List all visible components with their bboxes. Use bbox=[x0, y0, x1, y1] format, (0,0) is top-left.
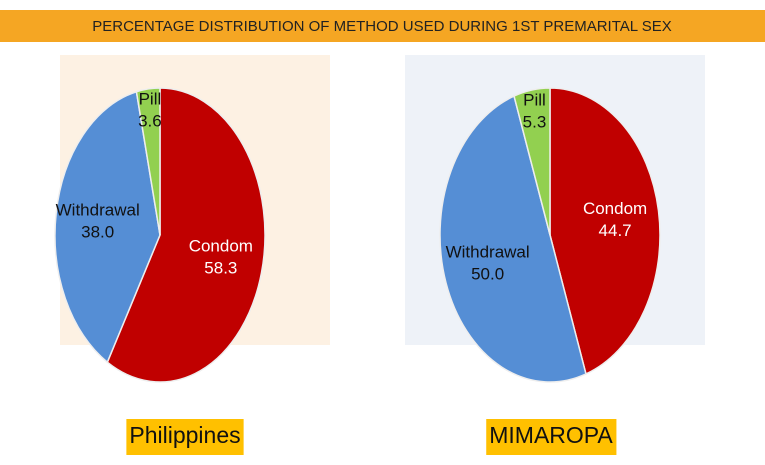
pie-title: Philippines bbox=[129, 422, 240, 448]
title: PERCENTAGE DISTRIBUTION OF METHOD USED D… bbox=[92, 18, 672, 35]
slice-label: Withdrawal bbox=[446, 242, 530, 261]
pie-title-box bbox=[486, 419, 617, 455]
pie-slice bbox=[439, 95, 587, 383]
pie-slice bbox=[513, 87, 551, 236]
slice-label: Pill bbox=[523, 90, 546, 109]
slice-label: Condom bbox=[583, 199, 647, 218]
slice-value: 38.0 bbox=[81, 222, 114, 241]
slice-value: 44.7 bbox=[599, 221, 632, 240]
pie-title-box bbox=[126, 419, 244, 455]
pie-slice bbox=[549, 87, 661, 375]
slice-value: 3.6 bbox=[138, 111, 162, 130]
slice-label: Pill bbox=[139, 89, 162, 108]
pie-slice bbox=[135, 87, 161, 236]
slice-value: 5.3 bbox=[523, 112, 547, 131]
slice-label: Withdrawal bbox=[56, 200, 140, 219]
pie-title: MIMAROPA bbox=[489, 422, 613, 448]
pie-slice bbox=[54, 90, 161, 364]
slice-value: 50.0 bbox=[471, 264, 504, 283]
slice-label: Condom bbox=[189, 236, 253, 255]
pie-slice bbox=[106, 87, 266, 383]
slice-value: 58.3 bbox=[204, 258, 237, 277]
title-bar bbox=[0, 10, 765, 42]
